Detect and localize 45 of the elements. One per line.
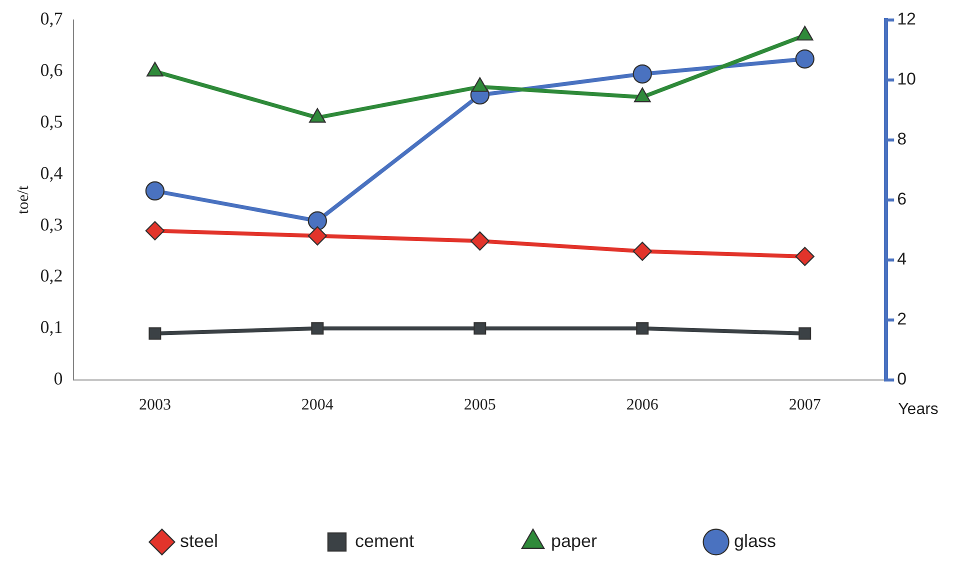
y2-tick-label: 0 (897, 369, 907, 388)
x-tick-label: 2004 (301, 396, 334, 414)
y-tick-label: 0,5 (40, 112, 63, 132)
y2-tick-label: 10 (897, 70, 916, 89)
x-tick-label: 2007 (788, 396, 821, 414)
y-tick-label: 0,1 (40, 317, 63, 338)
point (145, 221, 165, 240)
y-axis-title: toe/t (14, 185, 32, 214)
y-tick-label: 0,6 (40, 60, 63, 80)
x-tick-label: 2006 (626, 396, 658, 414)
legend-label: cement (354, 530, 414, 551)
point (798, 327, 812, 340)
y-tick-label: 0,2 (40, 266, 63, 286)
point (636, 322, 649, 335)
x-axis-title: Years (898, 401, 938, 418)
x-tick-label: 2005 (464, 396, 496, 414)
y2-tick-label: 2 (897, 310, 907, 329)
point (796, 26, 814, 41)
point (795, 49, 814, 69)
point (470, 231, 490, 251)
x-tick-label: 2003 (138, 396, 171, 414)
point (472, 77, 488, 92)
legend-label: glass (734, 530, 776, 551)
legend-label: paper (550, 530, 598, 551)
point (145, 181, 165, 201)
y2-tick-label: 6 (897, 190, 907, 209)
y-tick-label: 0,3 (40, 214, 63, 234)
point (632, 64, 652, 84)
y-tick-label: 0 (54, 368, 63, 389)
point (148, 327, 162, 340)
y2-tick-label: 8 (897, 130, 907, 149)
point (795, 246, 814, 266)
point (146, 62, 164, 76)
y-tick-label: 0,4 (40, 162, 63, 183)
point (308, 211, 328, 230)
point (634, 88, 651, 102)
point (311, 322, 324, 335)
point (632, 242, 652, 261)
point (308, 226, 328, 246)
point (309, 108, 326, 123)
y2-tick-label: 12 (897, 10, 916, 29)
y-tick-label: 0,7 (40, 8, 63, 29)
point (474, 322, 486, 335)
legend-label: steel (180, 530, 218, 551)
y2-tick-label: 4 (897, 250, 907, 269)
